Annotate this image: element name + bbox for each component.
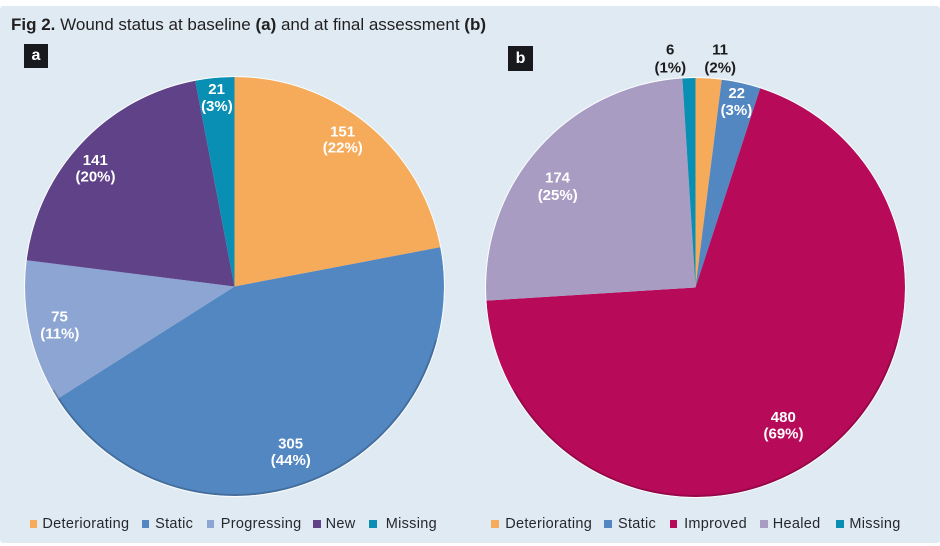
svg-text:141: 141 [83, 152, 108, 169]
svg-text:6: 6 [666, 42, 674, 59]
svg-text:(3%): (3%) [201, 98, 233, 115]
svg-text:(20%): (20%) [75, 169, 115, 186]
svg-text:(44%): (44%) [271, 452, 311, 469]
svg-text:(2%): (2%) [704, 59, 736, 76]
svg-text:22: 22 [728, 85, 745, 102]
svg-text:480: 480 [771, 409, 796, 426]
svg-text:(22%): (22%) [323, 140, 363, 157]
svg-text:(3%): (3%) [721, 102, 753, 119]
svg-text:75: 75 [51, 308, 68, 325]
svg-text:(25%): (25%) [538, 187, 578, 204]
svg-text:11: 11 [712, 42, 728, 59]
svg-text:(1%): (1%) [654, 59, 686, 76]
svg-text:21: 21 [208, 81, 225, 98]
svg-text:151: 151 [330, 124, 355, 141]
svg-text:(69%): (69%) [763, 425, 803, 442]
svg-text:(11%): (11%) [40, 326, 79, 343]
svg-text:305: 305 [278, 435, 303, 452]
svg-text:174: 174 [545, 170, 571, 187]
